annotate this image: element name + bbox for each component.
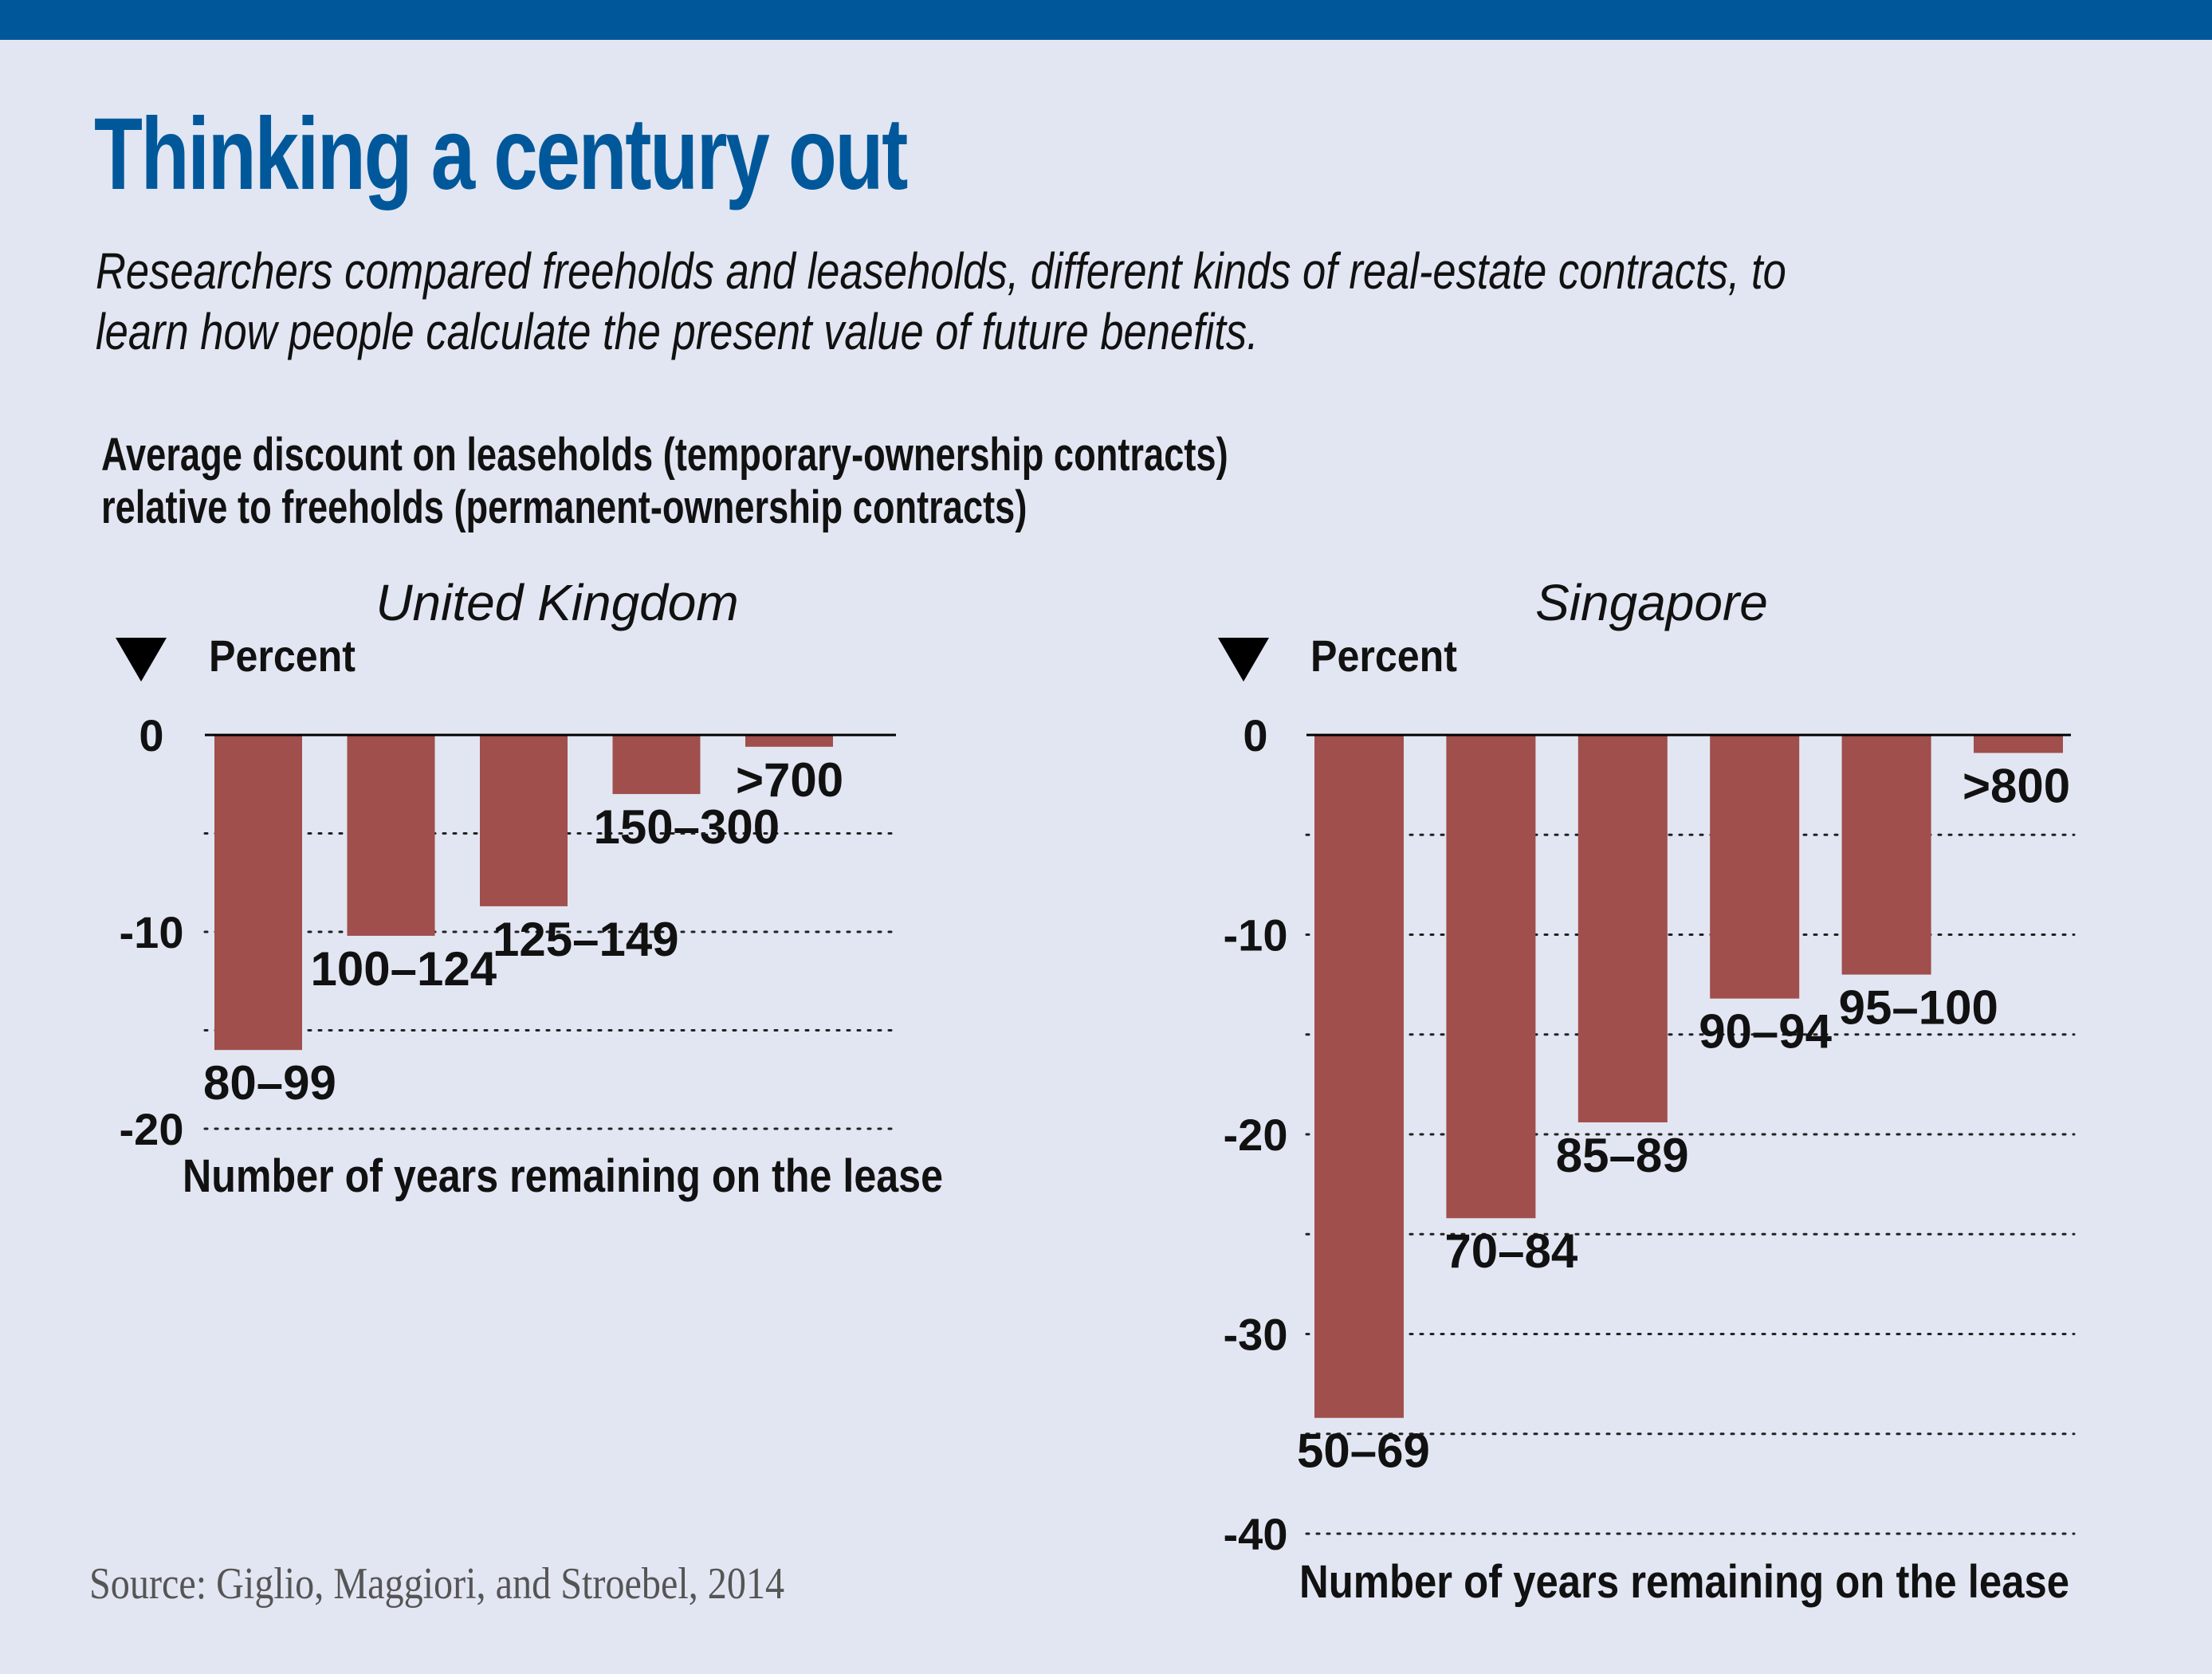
singapore-chart-title: Singapore: [1535, 574, 1768, 631]
singapore-bar-label: 70–84: [1444, 1224, 1577, 1278]
singapore-bar: [1710, 735, 1800, 999]
chart-description-line: Average discount on leaseholds (temporar…: [101, 429, 1228, 481]
uk-bar: [214, 735, 302, 1051]
uk-y-tick-label: -10: [120, 907, 184, 957]
singapore-y-tick-label: 0: [1243, 710, 1267, 760]
uk-bar: [347, 735, 435, 936]
chart-description: Average discount on leaseholds (temporar…: [101, 429, 1228, 534]
singapore-bar: [1446, 735, 1536, 1219]
page-title: Thinking a century out: [94, 97, 908, 211]
uk-chart-title: United Kingdom: [375, 574, 738, 631]
down-triangle-icon: [1218, 638, 1269, 682]
subtitle-line: Researchers compared freeholds and lease…: [96, 242, 1786, 300]
singapore-bar-label: 85–89: [1556, 1129, 1689, 1182]
uk-bar-label: 125–149: [493, 913, 679, 966]
uk-bar-label: 80–99: [203, 1056, 336, 1110]
uk-bar: [612, 735, 701, 795]
singapore-bar: [1577, 735, 1668, 1122]
subtitle: Researchers compared freeholds and lease…: [96, 241, 2187, 362]
singapore-y-tick-label: -20: [1224, 1110, 1288, 1160]
uk-x-axis-label: Number of years remaining on the lease: [183, 1150, 943, 1202]
singapore-x-axis-label: Number of years remaining on the lease: [1299, 1556, 2069, 1608]
uk-y-axis-label: Percent: [209, 631, 356, 681]
top-band: [0, 0, 2212, 40]
singapore-bar: [1841, 735, 1931, 975]
down-triangle-icon: [116, 638, 167, 682]
singapore-y-tick-label: -30: [1224, 1310, 1288, 1360]
subtitle-line: learn how people calculate the present v…: [96, 303, 1259, 360]
uk-bar: [745, 735, 833, 747]
uk-bar-label: >700: [736, 753, 843, 807]
singapore-bar: [1314, 735, 1404, 1418]
singapore-y-tick-label: -40: [1224, 1509, 1288, 1559]
singapore-y-axis-label: Percent: [1310, 631, 1457, 681]
singapore-bar-label: >800: [1963, 760, 2070, 813]
uk-bar-label: 100–124: [311, 942, 497, 996]
source-note: Source: Giglio, Maggiori, and Stroebel, …: [89, 1559, 785, 1609]
uk-y-tick-label: 0: [139, 710, 163, 760]
singapore-bar-label: 50–69: [1297, 1424, 1430, 1478]
singapore-bar: [1974, 735, 2063, 753]
uk-bar: [480, 735, 568, 906]
chart-description-line: relative to freeholds (permanent-ownersh…: [101, 481, 1027, 533]
singapore-bar-label: 95–100: [1839, 981, 1998, 1035]
uk-y-tick-label: -20: [120, 1104, 184, 1154]
singapore-bar-label: 90–94: [1699, 1005, 1832, 1059]
uk-bar-label: 150–300: [594, 800, 780, 854]
singapore-y-tick-label: -10: [1224, 910, 1288, 961]
